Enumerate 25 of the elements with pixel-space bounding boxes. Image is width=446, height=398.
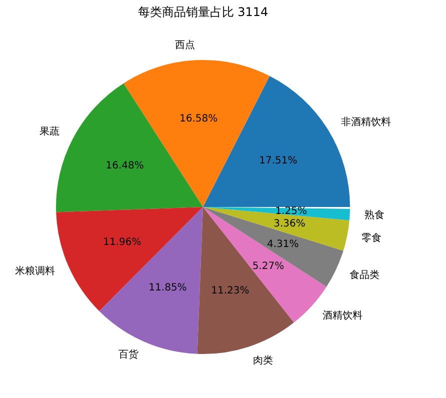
slice-label: 非酒精饮料	[340, 116, 391, 128]
slice-label: 肉类	[252, 354, 273, 366]
pie-slice	[203, 207, 344, 287]
data-label: 3.36%	[274, 218, 306, 230]
slice-label: 熟食	[364, 208, 384, 221]
data-label: 11.85%	[148, 282, 187, 294]
slice-label: 西点	[174, 39, 195, 52]
data-label: 1.25%	[275, 206, 307, 218]
slice-label: 果蔬	[40, 126, 60, 138]
pie-slice	[203, 207, 350, 251]
pie-slice	[56, 207, 203, 312]
data-label: 11.23%	[211, 285, 250, 296]
slice-label: 百货	[118, 348, 138, 361]
slice-label: 零食	[362, 232, 382, 244]
slice-label: 酒精饮料	[322, 309, 363, 322]
slice-label: 食品类	[349, 269, 380, 282]
pie-slice	[203, 207, 350, 220]
chart-title: 每类商品销量占比 3114	[138, 5, 268, 19]
data-label: 16.58%	[180, 113, 218, 124]
data-label: 11.96%	[103, 236, 142, 248]
slice-label: 米粮调料	[14, 265, 55, 278]
data-label: 5.27%	[252, 260, 284, 272]
data-label: 16.48%	[106, 160, 144, 172]
data-label: 17.51%	[259, 155, 298, 166]
data-label: 4.31%	[267, 238, 299, 250]
